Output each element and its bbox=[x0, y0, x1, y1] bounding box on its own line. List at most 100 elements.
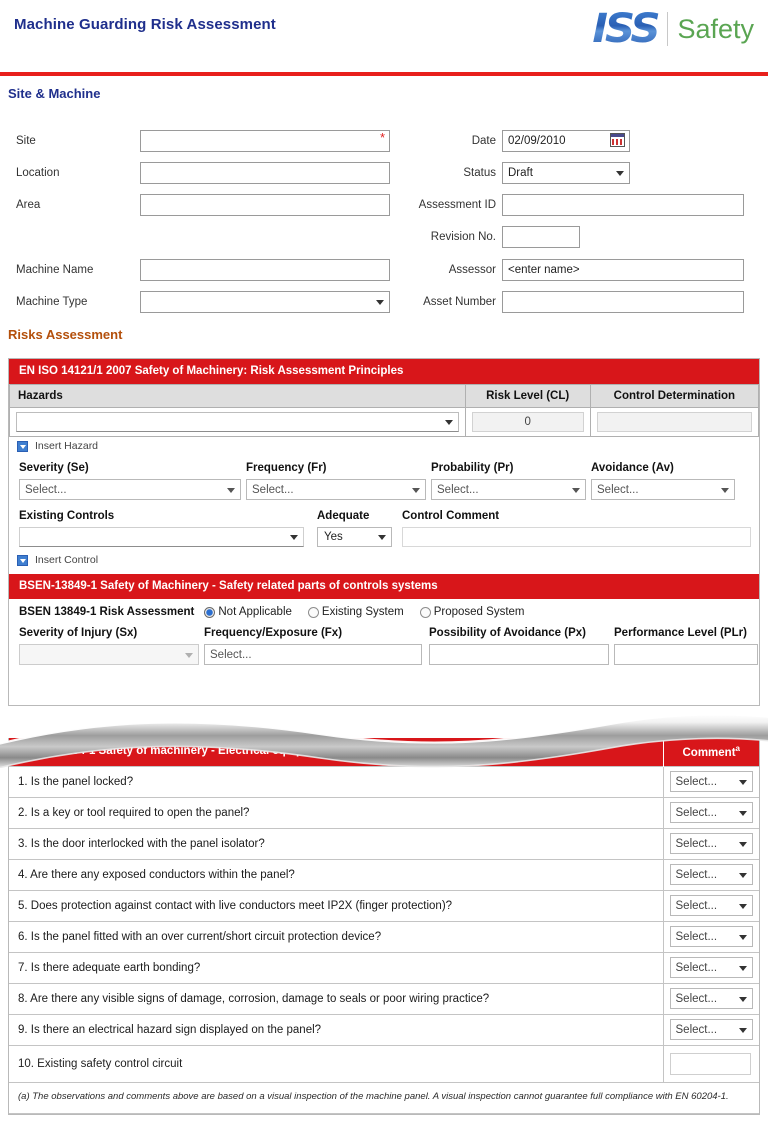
severity-of-injury-label: Severity of Injury (Sx) bbox=[19, 627, 138, 639]
site-input[interactable] bbox=[140, 130, 390, 152]
radio-proposed-system[interactable]: Proposed System bbox=[419, 606, 524, 618]
chevron-down-icon bbox=[376, 300, 384, 305]
table-row: 9. Is there an electrical hazard sign di… bbox=[9, 1013, 759, 1046]
field-existing-controls: Existing Controls bbox=[19, 510, 304, 547]
calendar-icon[interactable] bbox=[610, 133, 625, 147]
document-header: Machine Guarding Risk Assessment ISS Saf… bbox=[0, 0, 768, 72]
chevron-down-icon bbox=[739, 810, 747, 816]
insert-row-icon bbox=[17, 554, 28, 566]
field-asset-number: Asset Number bbox=[340, 291, 744, 313]
chevron-down-icon bbox=[739, 841, 747, 847]
chevron-down-icon bbox=[412, 487, 420, 493]
answer-select-3[interactable]: Select... bbox=[669, 833, 753, 855]
adequate-value: Yes bbox=[324, 531, 343, 543]
control-comment-input[interactable] bbox=[402, 527, 751, 547]
area-label: Area bbox=[16, 199, 41, 211]
answer-select-5[interactable]: Select... bbox=[669, 895, 753, 917]
table-row: 0 bbox=[9, 407, 760, 437]
machine-type-select[interactable] bbox=[140, 291, 390, 313]
severity-se-label: Severity (Se) bbox=[19, 462, 89, 474]
insert-row-icon bbox=[17, 440, 28, 452]
risks-assessment-panel: EN ISO 14121/1 2007 Safety of Machinery:… bbox=[8, 358, 760, 706]
bsen-60204-band-row: BSEN 60204-1 Safety of machinery - Elect… bbox=[9, 738, 759, 767]
frequency-exposure-value: Select... bbox=[210, 648, 252, 661]
answer-select-6[interactable]: Select... bbox=[669, 926, 753, 948]
severity-of-injury-select[interactable] bbox=[19, 644, 199, 665]
table-row: 4. Are there any exposed conductors with… bbox=[9, 858, 759, 891]
field-site: Site * bbox=[16, 130, 390, 152]
chevron-down-icon bbox=[739, 1027, 747, 1033]
table-row: 7. Is there adequate earth bonding? Sele… bbox=[9, 951, 759, 984]
chevron-down-icon bbox=[721, 487, 729, 493]
insert-control-button[interactable]: Insert Control bbox=[9, 547, 759, 574]
page-title: Machine Guarding Risk Assessment bbox=[14, 16, 276, 33]
chevron-down-icon bbox=[572, 487, 580, 493]
answer-select-7[interactable]: Select... bbox=[669, 957, 753, 979]
insert-hazard-button[interactable]: Insert Hazard bbox=[9, 437, 759, 456]
frequency-exposure-select[interactable]: Select... bbox=[204, 644, 422, 665]
probability-pr-label: Probability (Pr) bbox=[431, 462, 514, 474]
question-number: 8. bbox=[18, 992, 28, 1005]
field-date: Date bbox=[400, 130, 630, 152]
question-8: 8. Are there any visible signs of damage… bbox=[9, 982, 664, 1015]
assessor-label: Assessor bbox=[448, 264, 496, 276]
date-input[interactable] bbox=[502, 130, 630, 152]
en-iso-band: EN ISO 14121/1 2007 Safety of Machinery:… bbox=[9, 359, 759, 384]
hazard-select[interactable] bbox=[16, 412, 459, 432]
panel-bottom-spacer bbox=[9, 665, 759, 705]
table-row: 8. Are there any visible signs of damage… bbox=[9, 982, 759, 1015]
col-hazards: Hazards bbox=[9, 384, 466, 408]
machine-type-label: Machine Type bbox=[16, 296, 88, 308]
answer-select-8[interactable]: Select... bbox=[669, 988, 753, 1010]
answer-select-1[interactable]: Select... bbox=[669, 771, 753, 793]
severity-se-value: Select... bbox=[25, 483, 67, 496]
site-machine-heading: Site & Machine bbox=[8, 86, 101, 101]
machine-name-input[interactable] bbox=[140, 259, 390, 281]
existing-controls-row: Existing Controls Adequate Yes Control C… bbox=[9, 502, 759, 547]
performance-level-select[interactable] bbox=[614, 644, 758, 665]
existing-controls-label: Existing Controls bbox=[19, 510, 115, 522]
radio-not-applicable-label: Not Applicable bbox=[218, 606, 292, 618]
asset-number-input[interactable] bbox=[502, 291, 744, 313]
answer-select-2[interactable]: Select... bbox=[669, 802, 753, 824]
radio-not-applicable[interactable]: Not Applicable bbox=[204, 606, 292, 618]
required-asterisk: * bbox=[379, 130, 385, 145]
probability-pr-select[interactable]: Select... bbox=[431, 479, 586, 500]
comment-footnote-marker: a bbox=[735, 744, 740, 753]
status-select[interactable]: Draft bbox=[502, 162, 630, 184]
existing-safety-control-circuit-input[interactable] bbox=[669, 1052, 751, 1075]
bsen-60204-table: BSEN 60204-1 Safety of machinery - Elect… bbox=[9, 738, 759, 1114]
avoidance-av-select[interactable]: Select... bbox=[591, 479, 735, 500]
radio-icon bbox=[419, 606, 431, 618]
existing-controls-select[interactable] bbox=[19, 527, 304, 547]
adequate-select[interactable]: Yes bbox=[317, 527, 392, 547]
avoidance-av-value: Select... bbox=[597, 483, 639, 496]
radio-existing-system[interactable]: Existing System bbox=[307, 606, 404, 618]
possibility-of-avoidance-select[interactable] bbox=[429, 644, 609, 665]
question-number: 2. bbox=[18, 806, 28, 819]
severity-se-select[interactable]: Select... bbox=[19, 479, 241, 500]
area-input[interactable] bbox=[140, 194, 390, 216]
revision-no-input[interactable] bbox=[502, 226, 580, 248]
col-risk-level: Risk Level (CL) bbox=[464, 384, 591, 408]
answer-select-4[interactable]: Select... bbox=[669, 864, 753, 886]
question-2: 2. Is a key or tool required to open the… bbox=[9, 796, 664, 829]
answer-select-9[interactable]: Select... bbox=[669, 1019, 753, 1041]
risks-assessment-heading: Risks Assessment bbox=[8, 327, 123, 342]
location-input[interactable] bbox=[140, 162, 390, 184]
bsen-13849-fields-row: Severity of Injury (Sx) Frequency/Exposu… bbox=[9, 620, 759, 665]
field-status: Status Draft bbox=[400, 162, 630, 184]
bsen-13849-radio-group: BSEN 13849-1 Risk Assessment Not Applica… bbox=[9, 599, 759, 620]
footnote-row: (a) The observations and comments above … bbox=[9, 1081, 759, 1114]
assessment-id-input[interactable] bbox=[502, 194, 744, 216]
frequency-fr-select[interactable]: Select... bbox=[246, 479, 426, 500]
iss-wordmark: ISS bbox=[593, 9, 662, 49]
insert-control-label: Insert Control bbox=[35, 554, 99, 566]
machine-name-label: Machine Name bbox=[16, 264, 94, 276]
safety-wordmark: Safety bbox=[677, 14, 754, 44]
question-6: 6. Is the panel fitted with an over curr… bbox=[9, 920, 664, 953]
logo-divider bbox=[667, 12, 669, 46]
probability-pr-value: Select... bbox=[437, 483, 479, 496]
hazard-cell bbox=[9, 407, 466, 437]
assessor-input[interactable] bbox=[502, 259, 744, 281]
